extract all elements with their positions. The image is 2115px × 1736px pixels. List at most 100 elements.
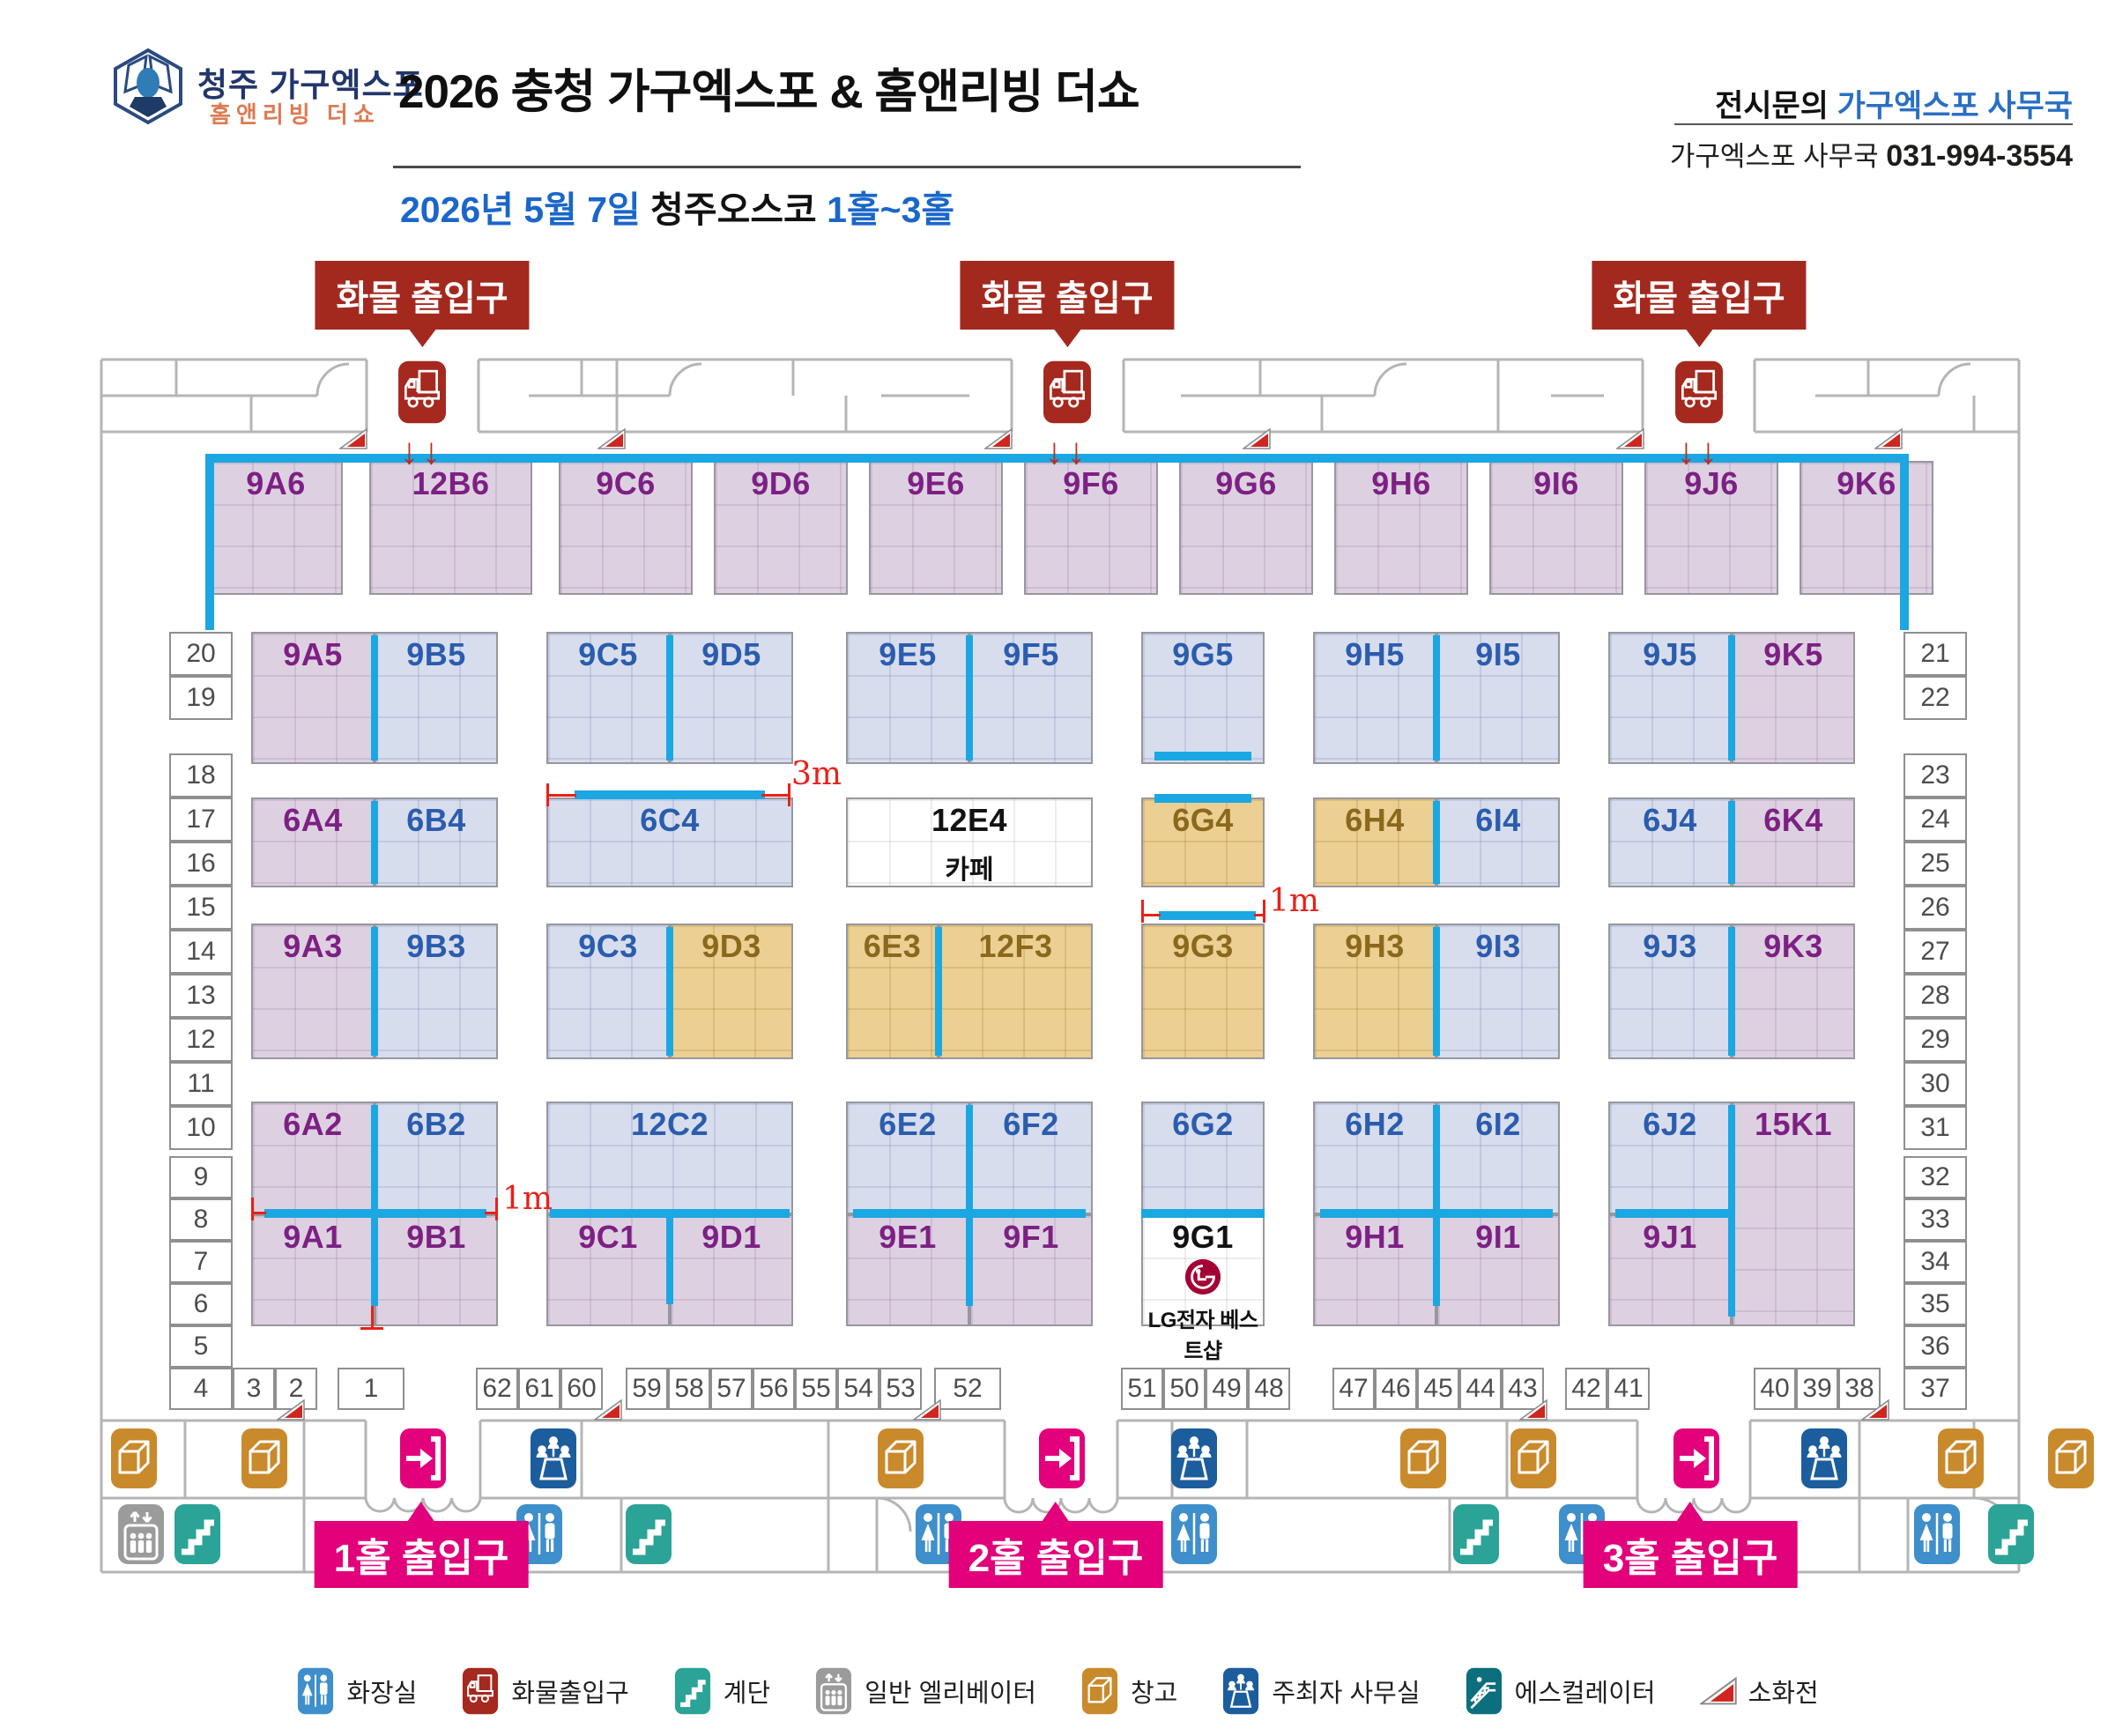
aisle-divider-16 — [935, 927, 942, 1056]
booth-label: 9K5 — [1763, 636, 1823, 672]
aisle-divider-26 — [1141, 1209, 1265, 1218]
cargo-icon — [461, 1667, 500, 1715]
title-rule — [393, 166, 1301, 168]
stairs-icon — [673, 1667, 712, 1715]
booth-label: 9C1 — [578, 1219, 638, 1255]
booth-label: 6K4 — [1763, 802, 1823, 838]
small-booth-23: 23 — [1904, 753, 1967, 798]
booth-12C2: 12C2 — [546, 1102, 793, 1214]
aisle-divider-25 — [853, 1209, 1086, 1218]
small-booth-40: 40 — [1754, 1368, 1796, 1410]
booth-6J2: 6J2 — [1608, 1102, 1732, 1214]
booth-9E6: 9E6 — [869, 461, 1003, 595]
small-booth-2: 2 — [275, 1368, 317, 1410]
entrance-icon-5 — [1038, 1428, 1086, 1489]
cargo-truck-icon-1 — [397, 355, 447, 429]
stairs-icon-16 — [625, 1503, 672, 1565]
booth-6A2: 6A2 — [251, 1102, 375, 1214]
booth-9I3: 9I3 — [1436, 924, 1560, 1059]
warehouse-icon-8 — [1510, 1428, 1557, 1489]
booth-label: 9G1 — [1172, 1219, 1234, 1255]
booth-label: 9J5 — [1643, 636, 1697, 672]
logo-title: 청주 가구엑스포 — [197, 67, 424, 103]
booth-label: 9A6 — [246, 465, 306, 501]
small-booth-11: 11 — [169, 1062, 233, 1106]
booth-label: 6J2 — [1643, 1106, 1697, 1142]
booth-6G2: 6G2 — [1141, 1102, 1265, 1214]
stairs-icon-19 — [1452, 1503, 1500, 1565]
legend-item-warehouse: 창고 — [1080, 1667, 1177, 1715]
booth-9G3: 9G3 — [1141, 924, 1265, 1059]
fire-icon-27 — [1614, 427, 1644, 449]
warehouse-icon-12 — [2047, 1428, 2095, 1489]
small-booth-21: 21 — [1904, 632, 1967, 676]
booth-9I6: 9I6 — [1489, 461, 1623, 595]
aisle-divider-6 — [1433, 635, 1440, 760]
booth-label: 6C4 — [640, 802, 700, 838]
booth-9K5: 9K5 — [1732, 632, 1855, 764]
small-booth-10: 10 — [169, 1106, 233, 1150]
event-halls: 1홀~3홀 — [827, 189, 955, 230]
dimension-tick-10 — [251, 1212, 266, 1214]
aisle-divider-2 — [1900, 454, 1909, 630]
legend: 화장실 화물출입구 계단 일반 엘리베이터 창고 주최자 사무실 에스컬레이터 소화전 — [0, 1667, 2115, 1715]
dimension-tick-5 — [1263, 900, 1265, 923]
aisle-divider-7 — [1728, 635, 1735, 760]
legend-item-escalator: 에스컬레이터 — [1465, 1667, 1656, 1715]
small-booth-37: 37 — [1904, 1368, 1967, 1410]
booth-9B1: 9B1 — [375, 1214, 498, 1326]
booth-label: 9I5 — [1475, 636, 1521, 672]
small-booth-22: 22 — [1904, 676, 1967, 720]
booth-label: 9C5 — [578, 636, 638, 672]
legend-label: 창고 — [1131, 1680, 1178, 1708]
small-booth-13: 13 — [169, 974, 233, 1018]
booth-9A1: 9A1 — [251, 1214, 375, 1326]
booth-6J4: 6J4 — [1608, 798, 1732, 887]
hall-entrance-badge-1: 1홀 출입구 — [314, 1502, 529, 1588]
stairs-icon-22 — [1987, 1503, 2035, 1565]
booth-9F1: 9F1 — [969, 1214, 1093, 1326]
booth-9I1: 9I1 — [1436, 1214, 1560, 1326]
booth-label: 9D1 — [701, 1219, 761, 1255]
fire-icon-25 — [983, 427, 1013, 449]
aisle-divider-9 — [371, 801, 378, 884]
small-booth-51: 51 — [1121, 1368, 1163, 1410]
booth-15K1: 15K1 — [1732, 1102, 1855, 1326]
small-booth-8: 8 — [169, 1198, 233, 1241]
booth-9C1: 9C1 — [546, 1214, 670, 1326]
booth-label: 6A2 — [283, 1106, 343, 1142]
booth-9D3: 9D3 — [670, 924, 793, 1059]
booth-12B6: 12B6 — [369, 461, 532, 595]
small-booth-27: 27 — [1904, 930, 1967, 974]
booth-label: 9D5 — [701, 636, 761, 672]
booth-label: 9E6 — [907, 465, 965, 501]
small-booth-26: 26 — [1904, 886, 1967, 930]
small-booth-20: 20 — [169, 632, 233, 676]
contact-heading: 전시문의 가구엑스포 사무국 — [1715, 81, 2073, 126]
small-booth-19: 19 — [169, 676, 233, 720]
small-booth-56: 56 — [753, 1368, 795, 1410]
warehouse-icon-1 — [241, 1428, 288, 1489]
booth-label: 15K1 — [1754, 1106, 1833, 1142]
hall-entrance-badge-3: 3홀 출입구 — [1583, 1502, 1798, 1588]
small-booth-7: 7 — [169, 1241, 233, 1283]
booth-label: 9D3 — [701, 928, 761, 964]
booth-9F6: 9F6 — [1024, 461, 1158, 595]
booth-9B5: 9B5 — [375, 632, 498, 764]
cargo-entrance-badge-2: 화물 출입구 — [960, 261, 1175, 347]
aisle-divider-18 — [1728, 927, 1735, 1056]
booth-6C4: 6C4 — [546, 798, 793, 887]
dimension-tick-11 — [485, 1212, 497, 1214]
small-booth-61: 61 — [518, 1368, 560, 1410]
small-booth-24: 24 — [1904, 798, 1967, 842]
hall-entrance-badge-2: 2홀 출입구 — [948, 1502, 1163, 1588]
office-icon-3 — [530, 1428, 577, 1489]
booth-label: 9E1 — [879, 1219, 937, 1255]
booth-6G4: 6G4 — [1141, 798, 1265, 887]
booth-label: 9J6 — [1684, 465, 1739, 501]
fire-icon — [1697, 1676, 1737, 1705]
booth-label: 6B4 — [406, 802, 466, 838]
aisle-divider-28 — [1320, 1209, 1553, 1218]
booth-9D5: 9D5 — [670, 632, 793, 764]
booth-6H2: 6H2 — [1313, 1102, 1436, 1214]
